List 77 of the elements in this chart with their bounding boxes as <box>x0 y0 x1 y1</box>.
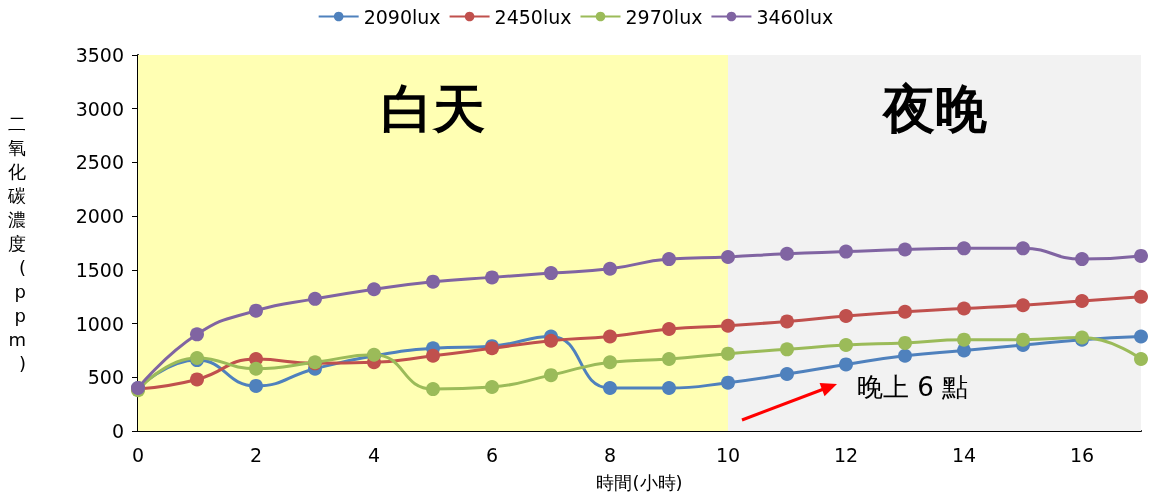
band-label: 白天 <box>381 79 485 139</box>
point <box>780 367 794 382</box>
point <box>190 372 204 387</box>
annotation: 晚上 6 點 <box>857 372 969 402</box>
point <box>721 346 735 361</box>
point <box>308 291 322 306</box>
point <box>898 242 912 257</box>
text: 二氧化碳濃度(ppm) <box>8 112 26 374</box>
point <box>249 303 263 318</box>
point <box>426 348 440 363</box>
point <box>839 309 853 324</box>
point <box>1075 294 1089 309</box>
point <box>957 241 971 256</box>
point <box>898 348 912 363</box>
point <box>721 318 735 333</box>
x-tick-label: 8 <box>603 443 617 466</box>
x-axis-title: 時間(小時) <box>596 471 683 493</box>
point <box>839 244 853 259</box>
point <box>1016 298 1030 313</box>
x-tick-label: 16 <box>1069 443 1095 466</box>
x-tick-label: 4 <box>367 443 381 466</box>
point <box>1016 332 1030 347</box>
point <box>190 327 204 342</box>
x-tick-label: 6 <box>485 443 499 466</box>
point <box>249 378 263 393</box>
point <box>426 382 440 397</box>
point <box>839 357 853 372</box>
y-tick-label: 3500 <box>75 44 124 66</box>
point <box>957 301 971 316</box>
legend-label: 2090lux <box>363 5 441 28</box>
y-tick-label: 1500 <box>75 258 124 281</box>
point <box>898 304 912 319</box>
point <box>662 321 676 336</box>
y-tick-label: 500 <box>87 366 124 389</box>
point <box>1134 352 1148 367</box>
point <box>662 352 676 367</box>
point <box>721 375 735 390</box>
point <box>1134 329 1148 344</box>
point <box>780 246 794 261</box>
legend-label: 3460lux <box>756 5 834 28</box>
x-tick-label: 12 <box>833 443 859 466</box>
point <box>544 368 558 383</box>
point <box>485 379 499 394</box>
y-tick-label: 3000 <box>75 97 124 120</box>
point <box>1134 289 1148 304</box>
point <box>662 252 676 267</box>
y-tick-label: 1000 <box>75 312 124 335</box>
point <box>367 282 381 297</box>
point <box>662 381 676 396</box>
point <box>544 266 558 281</box>
legend-label: 2970lux <box>625 5 703 28</box>
point <box>721 249 735 264</box>
point <box>603 261 617 276</box>
band-label: 夜晚 <box>880 79 987 139</box>
point <box>957 332 971 347</box>
point <box>249 361 263 376</box>
point <box>1016 241 1030 256</box>
point <box>426 274 440 289</box>
point <box>603 355 617 370</box>
point <box>780 314 794 329</box>
x-tick-label: 0 <box>131 443 145 466</box>
point <box>780 342 794 357</box>
point <box>1075 252 1089 267</box>
point <box>1134 248 1148 263</box>
legend-label: 2450lux <box>494 5 572 28</box>
point <box>603 329 617 344</box>
point <box>603 381 617 396</box>
x-tick-label: 2 <box>249 443 263 466</box>
y-tick-label: 0 <box>111 420 124 442</box>
x-tick-label: 14 <box>951 443 977 466</box>
point <box>898 335 912 350</box>
point <box>839 338 853 353</box>
x-tick-label: 10 <box>715 443 741 466</box>
point <box>485 270 499 285</box>
y-tick-label: 2500 <box>75 151 124 174</box>
y-tick-label: 2000 <box>75 205 124 228</box>
point <box>544 333 558 348</box>
